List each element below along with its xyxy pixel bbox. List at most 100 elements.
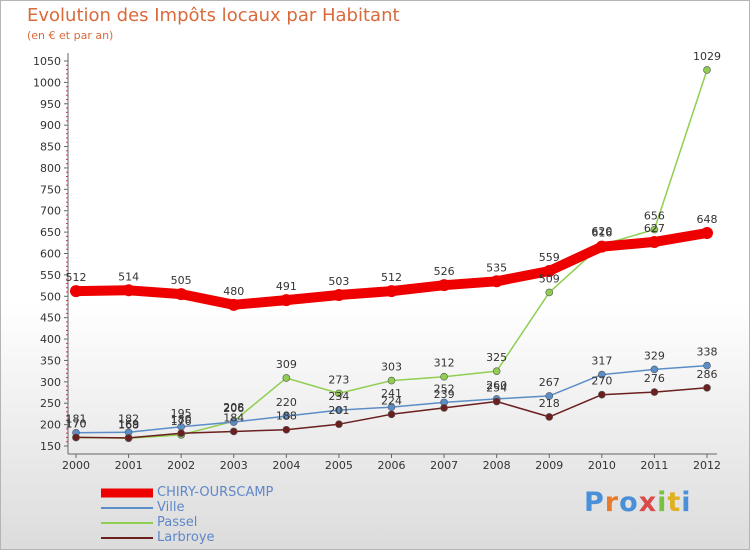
data-label: 303 [381,361,402,374]
x-tick-label: 2003 [220,459,248,472]
data-label: 195 [171,407,192,420]
data-label: 559 [539,251,560,264]
chart-subtitle: (en € et par an) [27,29,114,42]
data-label: 512 [381,271,402,284]
legend-swatch [101,506,153,509]
data-label: 627 [644,222,665,235]
data-label: 267 [539,376,560,389]
data-point [598,370,606,379]
data-point [282,425,291,434]
data-label: 325 [486,351,507,364]
legend-swatch [101,521,153,524]
data-label: 254 [486,382,507,395]
x-tick-label: 2007 [430,459,458,472]
x-tick-label: 2006 [378,459,406,472]
data-label: 206 [223,402,244,415]
data-label: 252 [434,382,455,395]
data-point [229,427,238,436]
data-label: 512 [66,271,87,284]
data-label: 526 [434,265,455,278]
legend-item: Larbroye [101,530,361,545]
x-tick-label: 2008 [483,459,511,472]
data-label: 184 [223,411,244,424]
data-label: 509 [539,272,560,285]
y-tick-label: 550 [40,269,61,282]
data-label: 329 [644,349,665,362]
y-tick-label: 150 [40,440,61,453]
legend-label: Passel [157,515,198,530]
data-label: 309 [276,358,297,371]
data-label: 260 [486,379,507,392]
data-label: 218 [539,397,560,410]
data-point [438,279,451,292]
legend-swatch [101,536,153,539]
data-point [335,406,343,414]
data-point [492,367,501,375]
logo-letter: i [681,487,692,518]
data-point [175,288,188,301]
data-point [440,404,448,412]
data-point [227,298,240,311]
y-tick-label: 400 [40,333,61,346]
legend-swatch [101,488,153,497]
data-point [545,413,554,421]
data-point [648,235,661,248]
legend-label: CHIRY-OURSCAMP [157,485,274,500]
y-tick-label: 1050 [33,55,61,68]
data-point [335,389,343,398]
legend-item: CHIRY-OURSCAMP [101,485,361,500]
data-label: 201 [328,404,349,417]
x-tick-label: 2004 [272,459,300,472]
data-label: 616 [591,227,612,240]
y-tick-label: 950 [40,98,61,111]
data-label: 170 [66,417,87,430]
data-point [282,374,291,382]
data-label: 182 [118,412,139,425]
data-point [490,275,503,288]
data-label: 220 [276,396,297,409]
data-label: 648 [697,213,718,226]
y-tick-label: 650 [40,226,61,239]
legend-label: Ville [157,500,185,515]
data-label: 535 [486,261,507,274]
data-point [650,365,659,374]
y-tick-label: 450 [40,312,61,325]
y-tick-label: 1000 [33,76,61,89]
data-label: 480 [223,285,244,298]
y-tick-label: 300 [40,376,61,389]
data-label: 170 [66,417,87,430]
data-point [385,285,398,298]
y-tick-label: 850 [40,141,61,154]
data-point [440,372,448,381]
data-point [70,285,82,298]
data-label: 312 [434,357,455,370]
data-point [335,420,343,428]
x-tick-label: 2009 [535,459,563,472]
data-label: 276 [644,372,665,385]
logo-letter: P [584,487,605,518]
logo-letter: x [638,487,658,518]
data-point [332,288,345,301]
data-point [492,397,501,406]
data-label: 620 [591,225,612,238]
data-label: 503 [328,275,349,288]
data-label: 656 [644,210,665,223]
x-tick-label: 2011 [640,459,668,472]
data-point [122,284,135,297]
data-point [280,294,293,307]
x-tick-label: 2005 [325,459,353,472]
data-point [545,288,554,297]
data-point [543,265,556,278]
x-tick-label: 2010 [588,459,616,472]
proxiti-logo: Proxiti [584,487,692,518]
data-label: 270 [591,375,612,388]
data-point [650,388,659,396]
data-label: 169 [118,418,139,431]
data-label: 208 [223,401,244,414]
logo-letter: o [619,487,639,518]
data-label: 273 [328,373,349,386]
y-tick-label: 600 [40,248,61,261]
data-label: 338 [697,346,718,359]
data-label: 176 [171,415,192,428]
